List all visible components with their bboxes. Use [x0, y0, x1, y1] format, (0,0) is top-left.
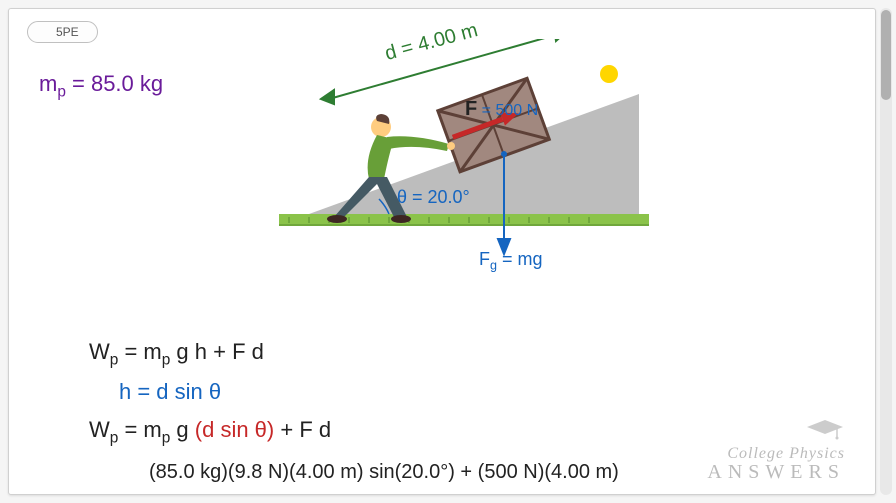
vertical-scrollbar[interactable] — [880, 8, 892, 495]
logo-line1: College Physics — [727, 445, 845, 462]
Fg-label: Fg = mg — [479, 249, 543, 273]
whiteboard-canvas: 5PE mp = 85.0 kg — [8, 8, 876, 495]
problem-id-chip: 5PE — [27, 21, 98, 43]
eq-height: h = d sin θ — [119, 379, 221, 405]
F-label: F = 500 N — [465, 98, 538, 121]
diagram-svg — [279, 39, 649, 264]
logo-line2: ANSWERS — [707, 461, 845, 483]
theta-label: θ = 20.0° — [397, 187, 470, 208]
graduation-cap-icon — [805, 418, 845, 444]
eq-work-1: Wp = mp g h + F d — [89, 339, 264, 369]
sun-icon — [600, 65, 618, 83]
brand-logo: College Physics ANSWERS — [707, 418, 845, 482]
problem-id-text: 5PE — [56, 25, 79, 39]
physics-diagram: d = 4.00 m F = 500 N θ = 20.0° Fg = mg — [279, 39, 649, 264]
scrollbar-thumb[interactable] — [881, 10, 891, 100]
eq-work-2: Wp = mp g (d sin θ) + F d — [89, 417, 331, 447]
given-mp: mp = 85.0 kg — [39, 71, 163, 101]
eq-substitution: (85.0 kg)(9.8 N)(4.00 m) sin(20.0°) + (5… — [149, 461, 619, 484]
